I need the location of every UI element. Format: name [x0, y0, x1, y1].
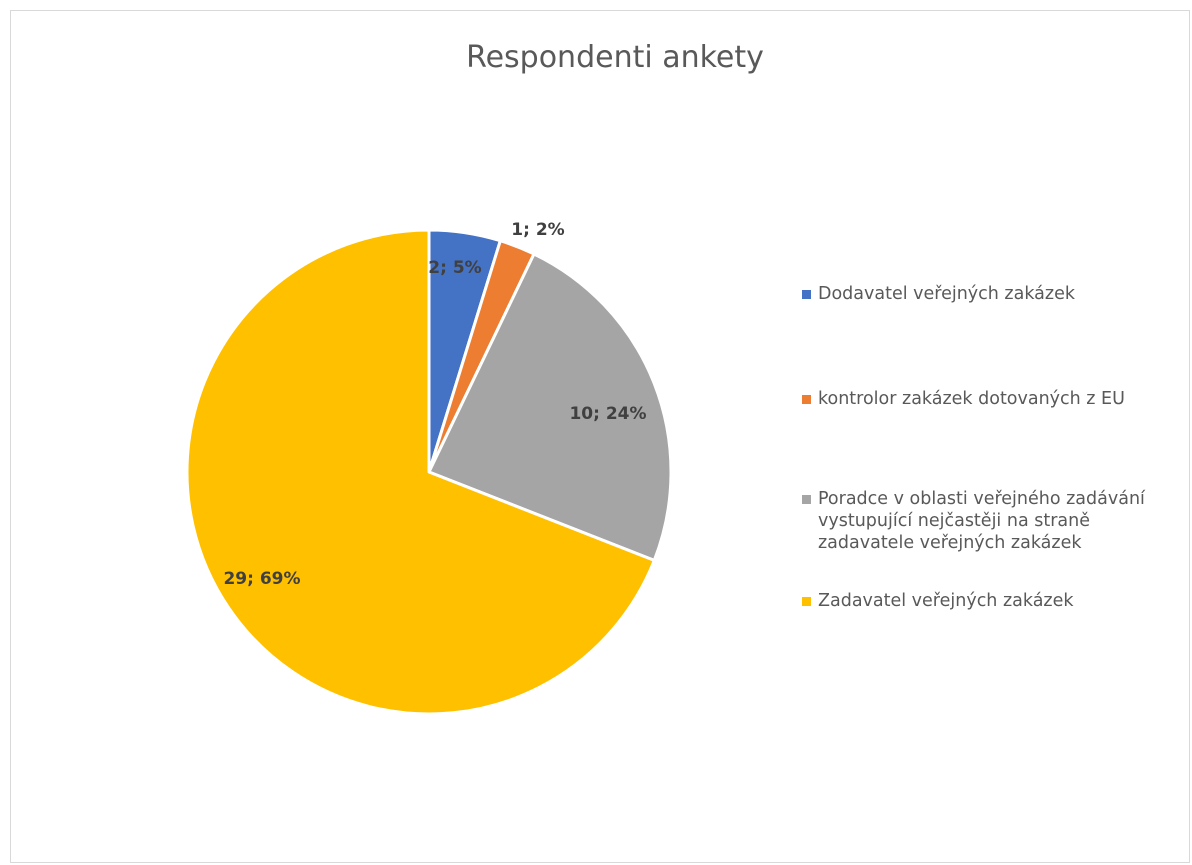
chart-title: Respondenti ankety — [466, 40, 764, 75]
legend-swatch-poradce — [802, 495, 811, 504]
legend-swatch-kontrolor — [802, 395, 811, 404]
legend-swatch-zadavatel — [802, 597, 811, 606]
legend-label-dodavatel: Dodavatel veřejných zakázek — [818, 284, 1075, 304]
pie-slice-poradce — [427, 252, 673, 562]
data-label-poradce: 10; 24% — [569, 404, 646, 424]
data-label-zadavatel: 29; 69% — [223, 569, 300, 589]
legend-label-kontrolor: kontrolor zakázek dotovaných z EU — [818, 389, 1125, 409]
pie-slice-zadavatel — [185, 228, 656, 716]
legend-label-poradce: Poradce v oblasti veřejného zadávání vys… — [818, 489, 1145, 553]
legend-swatch-dodavatel — [802, 290, 811, 299]
data-label-kontrolor: 1; 2% — [511, 220, 564, 240]
legend-label-zadavatel: Zadavatel veřejných zakázek — [818, 591, 1074, 611]
data-label-dodavatel: 2; 5% — [428, 258, 481, 278]
